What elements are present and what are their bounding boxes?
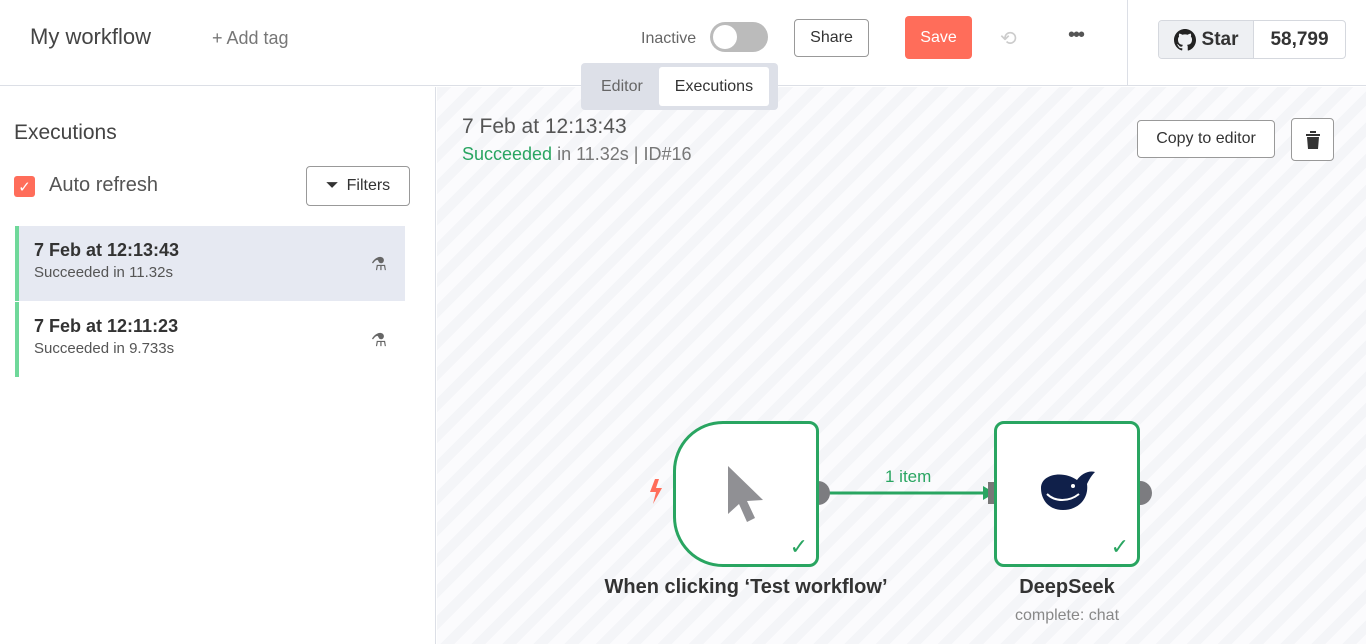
- share-button[interactable]: Share: [794, 19, 869, 57]
- success-check-icon: ✓: [1110, 534, 1129, 559]
- github-star-button[interactable]: Star 58,799: [1158, 20, 1346, 59]
- success-check-icon: ✓: [789, 534, 808, 559]
- execution-date: 7 Feb at 12:13:43: [34, 240, 180, 260]
- workflow-canvas[interactable]: 7 Feb at 12:13:43 Succeeded in 11.32s | …: [437, 87, 1366, 644]
- github-icon: [1173, 28, 1196, 50]
- status-label: Inactive: [641, 30, 697, 47]
- trigger-node[interactable]: ✓: [673, 421, 819, 567]
- active-toggle[interactable]: [710, 22, 768, 52]
- edge-label: 1 item: [885, 467, 932, 486]
- filters-label: Filters: [346, 177, 391, 194]
- auto-refresh-label[interactable]: Auto refresh: [49, 174, 158, 196]
- node-label: DeepSeek: [1019, 576, 1115, 598]
- connections: [650, 479, 1152, 505]
- trash-icon: [1305, 130, 1320, 149]
- delete-button[interactable]: [1291, 118, 1334, 161]
- view-tabs: Editor Executions: [581, 63, 778, 110]
- history-icon[interactable]: ⟲: [1000, 28, 1017, 50]
- copy-to-editor-button[interactable]: Copy to editor: [1137, 120, 1275, 158]
- execution-item[interactable]: 7 Feb at 12:11:23 Succeeded in 9.733s ⚗: [15, 302, 405, 377]
- execution-date: 7 Feb at 12:13:43: [462, 115, 627, 138]
- more-options-button[interactable]: •••: [1068, 24, 1085, 46]
- filter-icon: ⏷: [325, 177, 339, 194]
- filters-button[interactable]: ⏷ Filters: [306, 166, 410, 206]
- flask-icon: ⚗: [370, 254, 387, 274]
- status-text: Succeeded: [462, 144, 553, 164]
- auto-refresh-checkbox[interactable]: ✓: [14, 176, 35, 197]
- sidebar-title: Executions: [14, 121, 117, 144]
- star-label: Star: [1201, 28, 1239, 50]
- save-button[interactable]: Save: [905, 16, 972, 59]
- node-label: When clicking ‘Test workflow’: [604, 576, 888, 598]
- execution-item[interactable]: 7 Feb at 12:13:43 Succeeded in 11.32s ⚗: [15, 226, 405, 301]
- divider: [1127, 0, 1128, 86]
- execution-date: 7 Feb at 12:11:23: [34, 316, 179, 336]
- deepseek-whale-icon: [1041, 471, 1095, 510]
- tab-executions[interactable]: Executions: [658, 67, 770, 106]
- node-subtitle: complete: chat: [1014, 607, 1120, 624]
- star-count: 58,799: [1270, 28, 1329, 50]
- execution-summary: Succeeded in 11.32s | ID#16: [462, 144, 692, 165]
- flask-icon: ⚗: [370, 330, 387, 350]
- cursor-icon: [728, 466, 763, 522]
- executions-sidebar: Executions ✓ Auto refresh ⏷ Filters 7 Feb…: [0, 87, 436, 644]
- workflow-title[interactable]: My workflow: [30, 24, 152, 49]
- execution-detail: in 11.32s | ID#16: [552, 144, 692, 164]
- add-tag-button[interactable]: + Add tag: [212, 28, 289, 48]
- tab-editor[interactable]: Editor: [601, 77, 643, 95]
- execution-status: Succeeded in 9.733s: [34, 340, 175, 357]
- deepseek-node[interactable]: ✓: [994, 421, 1140, 567]
- execution-status: Succeeded in 11.32s: [34, 264, 173, 281]
